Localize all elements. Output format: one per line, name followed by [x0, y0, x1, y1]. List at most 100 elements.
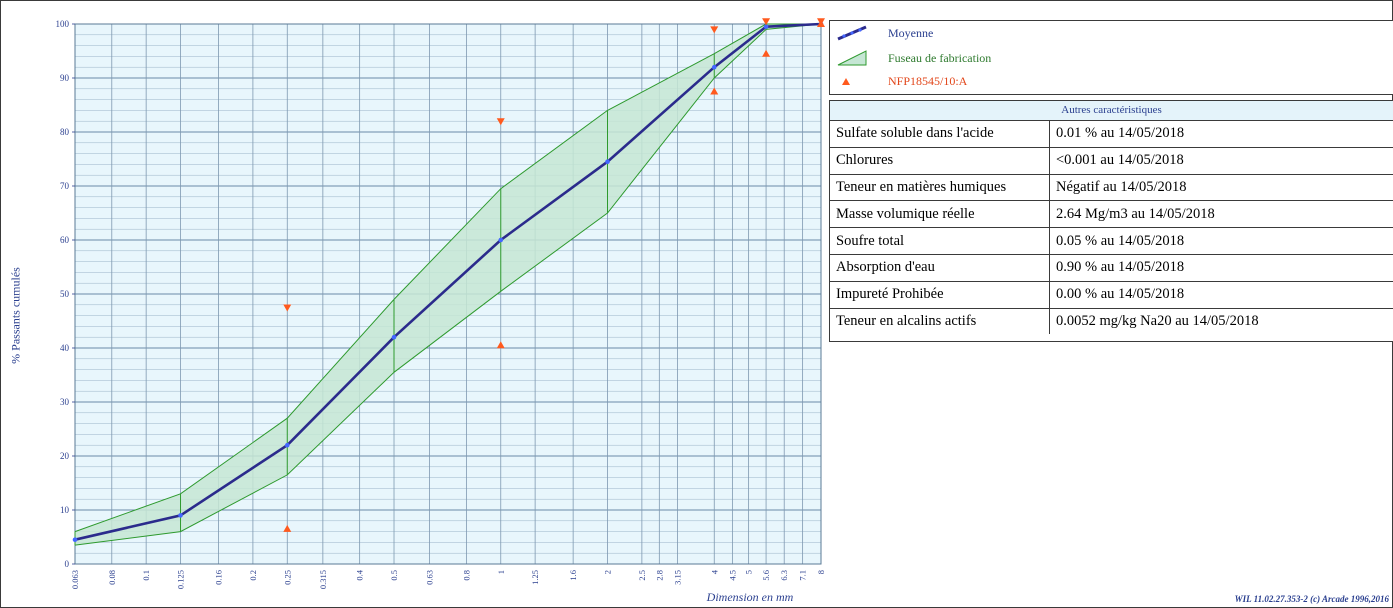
- legend-nf-swatch: [842, 78, 850, 85]
- x-tick-label: 1: [496, 570, 506, 574]
- x-tick-label: 0.5: [389, 570, 399, 581]
- moyenne-point: [763, 24, 769, 30]
- x-tick-label: 0.315: [318, 570, 328, 589]
- x-tick-label: 5: [744, 570, 754, 574]
- x-tick-label: 6.3: [779, 570, 789, 581]
- x-tick-label: 2.5: [637, 570, 647, 581]
- row-label: Soufre total: [830, 227, 1050, 255]
- y-tick-label: 90: [60, 73, 70, 83]
- row-value: 0.01 % au 14/05/2018: [1049, 121, 1393, 148]
- x-tick-label: 0.063: [70, 570, 80, 589]
- x-tick-label: 0.16: [214, 570, 224, 585]
- x-tick-label: 4: [709, 569, 719, 574]
- characteristics-table: Autres caractéristiques Sulfate soluble …: [829, 100, 1393, 342]
- y-tick-label: 10: [60, 505, 70, 515]
- fuseau-area: [75, 24, 821, 546]
- table-row: Masse volumique réelle 2.64 Mg/m3 au 14/0…: [830, 200, 1393, 229]
- x-tick-label: 0.63: [425, 570, 435, 585]
- x-tick-label: 8: [816, 570, 826, 574]
- y-tick-label: 20: [60, 451, 70, 461]
- x-tick-label: 0.25: [282, 570, 292, 585]
- row-label: Impureté Prohibée: [830, 281, 1050, 309]
- nf-lower-marker: [710, 87, 719, 95]
- y-tick-label: 60: [60, 235, 70, 245]
- y-tick-label: 80: [60, 127, 70, 137]
- y-axis-title: % Passants cumulés: [8, 267, 23, 364]
- row-label: Chlorures: [830, 147, 1050, 175]
- nf-upper-marker: [283, 304, 292, 312]
- moyenne-point: [711, 64, 717, 70]
- x-tick-label: 3.15: [672, 570, 682, 585]
- x-tick-label: 7.1: [798, 570, 808, 581]
- x-tick-label: 1.25: [530, 570, 540, 585]
- table-title: Autres caractéristiques: [830, 101, 1393, 121]
- x-ticks: 0.063 0.08 0.1 0.125 0.16 0.2 0.25 0.315 0.4 0.5 0…: [70, 569, 826, 589]
- y-tick-label: 0: [65, 559, 70, 569]
- x-tick-label: 0.4: [355, 569, 365, 580]
- row-label: Absorption d'eau: [830, 254, 1050, 282]
- x-tick-label: 5.6: [761, 570, 771, 581]
- nf-upper-marker: [817, 18, 825, 26]
- x-tick-label: 0.08: [107, 570, 117, 585]
- x-axis-title: Dimension en mm: [706, 590, 794, 604]
- chart: 0 10 20 30 40 50 60 70 80 90 100 0.063 0.08 0.1 0.125…: [56, 18, 826, 589]
- fuseau-band: [74, 23, 822, 546]
- nf-lower-marker: [762, 49, 771, 57]
- nf-upper-marker: [762, 18, 771, 26]
- moyenne-point: [72, 537, 78, 542]
- row-label: Teneur en matières humiques: [830, 174, 1050, 202]
- table-row: Sulfate soluble dans l'acide 0.01 % au 14…: [830, 121, 1393, 148]
- moyenne-point: [605, 159, 610, 164]
- nf-upper-marker: [710, 26, 719, 34]
- moyenne-point: [178, 513, 183, 518]
- table-row: Impureté Prohibée 0.00 % au 14/05/2018: [830, 281, 1393, 309]
- moyenne-point: [391, 334, 397, 340]
- x-tick-label: 2: [603, 570, 613, 574]
- table-row: Absorption d'eau 0.90 % au 14/05/2018: [830, 254, 1393, 282]
- y-tick-label: 50: [60, 289, 70, 299]
- nf-lower-marker: [496, 341, 505, 349]
- row-label: Sulfate soluble dans l'acide: [830, 121, 1050, 148]
- legend-fuseau-swatch: [837, 50, 867, 66]
- legend-item-moyenne: Moyenne: [836, 24, 933, 42]
- legend-label-fuseau: Fuseau de fabrication: [888, 50, 992, 65]
- nf-upper-marker: [496, 118, 505, 126]
- moyenne-point: [498, 237, 504, 243]
- y-tick-label: 100: [56, 19, 70, 29]
- legend-label-moyenne: Moyenne: [888, 25, 934, 40]
- row-value: 0.00 % au 14/05/2018: [1049, 281, 1393, 309]
- x-tick-label: 2.8: [654, 570, 664, 581]
- x-tick-label: 1.6: [568, 570, 578, 581]
- x-tick-label: 4.5: [727, 570, 737, 581]
- row-value: 2.64 Mg/m3 au 14/05/2018: [1049, 200, 1393, 229]
- moyenne-point: [284, 442, 290, 448]
- table-row: Soufre total 0.05 % au 14/05/2018: [830, 227, 1393, 255]
- y-tick-label: 30: [60, 397, 70, 407]
- legend: Moyenne Fuseau de fabrication NFP18545/1…: [829, 20, 1393, 95]
- row-value: <0.001 au 14/05/2018: [1049, 147, 1393, 175]
- legend-item-fuseau: Fuseau de fabrication: [836, 49, 991, 67]
- x-tick-label: 0.1: [141, 570, 151, 581]
- y-tick-label: 40: [60, 343, 70, 353]
- nf-limit-series: [283, 18, 825, 532]
- row-label: Masse volumique réelle: [830, 200, 1050, 229]
- nf-lower-marker: [283, 524, 292, 532]
- row-value: 0.90 % au 14/05/2018: [1049, 254, 1393, 282]
- legend-label-nf: NFP18545/10:A: [888, 73, 968, 88]
- row-value: Négatif au 14/05/2018: [1049, 174, 1393, 202]
- row-value: 0.05 % au 14/05/2018: [1049, 227, 1393, 255]
- row-label: Teneur en alcalins actifs: [830, 308, 1050, 335]
- row-value: 0.0052 mg/kg Na20 au 14/05/2018: [1056, 312, 1259, 329]
- legend-item-nf: NFP18545/10:A: [836, 72, 967, 90]
- table-row: Teneur en matières humiques Négatif au 14…: [830, 174, 1393, 202]
- x-tick-label: 0.2: [248, 570, 258, 581]
- moyenne-series: [72, 21, 824, 542]
- footer-credit: WIL 11.02.27.353-2 (c) Arcade 1996,2016: [1234, 594, 1389, 604]
- x-tick-label: 0.8: [461, 570, 471, 581]
- table-row: Teneur en alcalins actifs 0.0052 mg/kg Na…: [830, 308, 1393, 335]
- x-tick-label: 0.125: [176, 570, 186, 589]
- table-row: Chlorures <0.001 au 14/05/2018: [830, 147, 1393, 175]
- y-tick-label: 70: [60, 181, 70, 191]
- y-ticks: 0 10 20 30 40 50 60 70 80 90 100: [56, 19, 75, 569]
- legend-moyenne-swatch: [837, 25, 867, 41]
